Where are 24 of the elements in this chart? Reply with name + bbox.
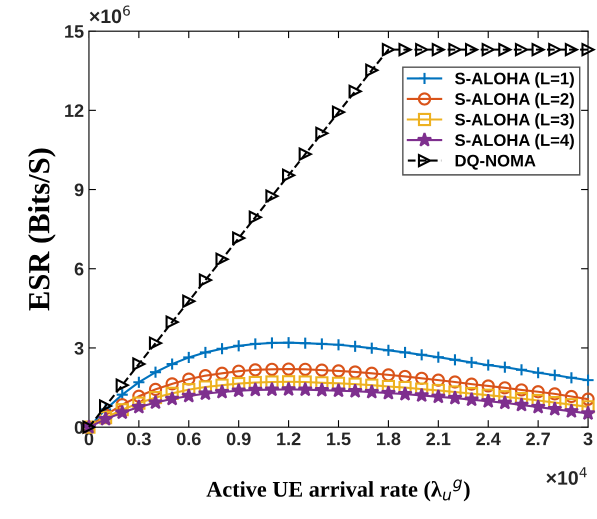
legend-label: DQ-NOMA: [456, 154, 536, 170]
legend-label: S-ALOHA (L=2): [454, 92, 574, 108]
x-tick-label: 2.7: [526, 432, 550, 446]
y-tick-label: 6: [74, 262, 84, 276]
y-tick-label: 3: [74, 342, 84, 355]
x-tick-label: 1.5: [327, 432, 351, 446]
x-tick-label: 2.1: [426, 432, 450, 446]
x-axis-title: Active UE arrival rate (λ$_{u}$$^{g}$): [206, 479, 470, 502]
x-tick-label: 2.4: [476, 432, 501, 446]
x-tick-label: 0.6: [176, 432, 201, 446]
x-tick-label: 3: [583, 432, 592, 446]
x-tick-label: 1.8: [376, 432, 400, 446]
x-tick-label: 1.2: [277, 432, 300, 446]
legend-label: S-ALOHA (L=1): [454, 72, 574, 88]
y-axis-title: ESR (Bits/S): [28, 148, 56, 311]
text: ×10$^{6}$: [90, 5, 130, 24]
y-tick-label: 15: [65, 25, 84, 38]
y-tick-label: 9: [74, 183, 84, 196]
x-tick-label: 0.9: [226, 432, 251, 446]
y-tick-label: 12: [65, 104, 84, 117]
text: ×10$^{4}$: [546, 467, 587, 485]
x-tick-label: 0.3: [127, 432, 151, 446]
legend-label: S-ALOHA (L=4): [454, 134, 574, 150]
legend-label: S-ALOHA (L=3): [454, 113, 574, 129]
